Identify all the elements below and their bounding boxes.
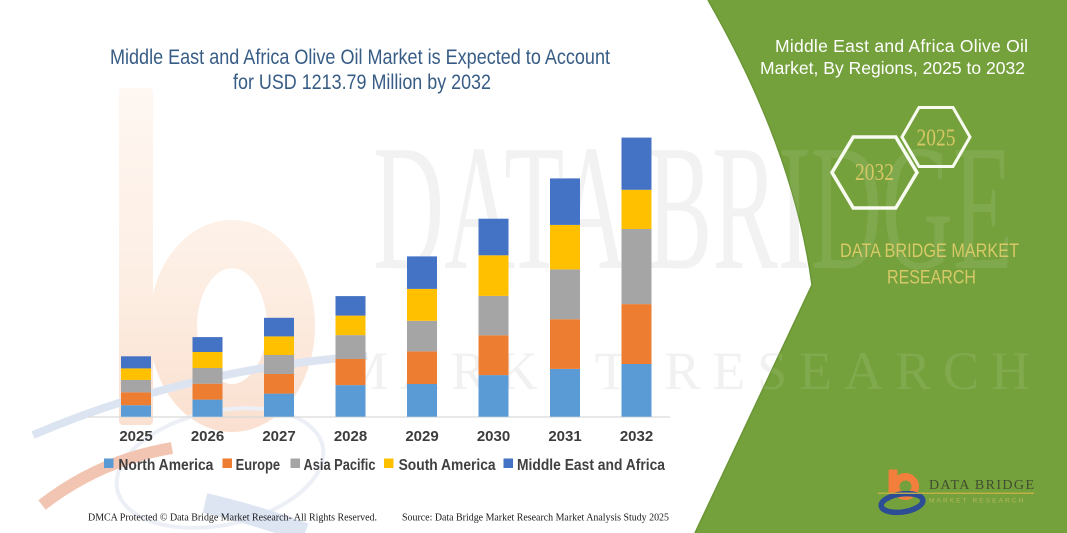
svg-text:DATA BRIDGE: DATA BRIDGE <box>373 108 1013 307</box>
svg-text:South America: South America <box>399 457 496 474</box>
svg-text:DMCA Protected © Data Bridge M: DMCA Protected © Data Bridge Market Rese… <box>88 513 377 524</box>
svg-text:DATA BRIDGE: DATA BRIDGE <box>929 478 1034 493</box>
svg-text:Market, By Regions, 2025 to 20: Market, By Regions, 2025 to 2032 <box>760 58 1025 78</box>
svg-text:for USD 1213.79 Million by 203: for USD 1213.79 Million by 2032 <box>233 71 491 94</box>
svg-text:Middle East and Africa Olive O: Middle East and Africa Olive Oil <box>775 36 1028 56</box>
svg-text:2025: 2025 <box>917 126 956 152</box>
svg-text:2027: 2027 <box>262 428 295 445</box>
svg-text:2032: 2032 <box>620 428 653 445</box>
svg-text:2028: 2028 <box>334 428 367 445</box>
svg-text:2030: 2030 <box>477 428 510 445</box>
svg-text:Source: Data Bridge Market Res: Source: Data Bridge Market Research Mark… <box>402 513 669 524</box>
svg-text:2029: 2029 <box>405 428 438 445</box>
svg-text:2031: 2031 <box>548 428 581 445</box>
svg-text:RESEARCH: RESEARCH <box>887 267 976 289</box>
svg-text:MARKET RESEARCH: MARKET RESEARCH <box>929 498 1025 505</box>
svg-text:2025: 2025 <box>119 428 152 445</box>
svg-text:2032: 2032 <box>855 160 894 186</box>
svg-text:Europe: Europe <box>236 457 281 474</box>
svg-text:Middle East and Africa Olive O: Middle East and Africa Olive Oil Market … <box>110 46 610 69</box>
svg-text:Middle East and Africa: Middle East and Africa <box>517 457 665 474</box>
svg-text:2026: 2026 <box>191 428 224 445</box>
svg-text:North America: North America <box>118 457 213 474</box>
svg-text:DATA BRIDGE MARKET: DATA BRIDGE MARKET <box>840 240 1019 262</box>
svg-text:Asia Pacific: Asia Pacific <box>304 457 376 474</box>
